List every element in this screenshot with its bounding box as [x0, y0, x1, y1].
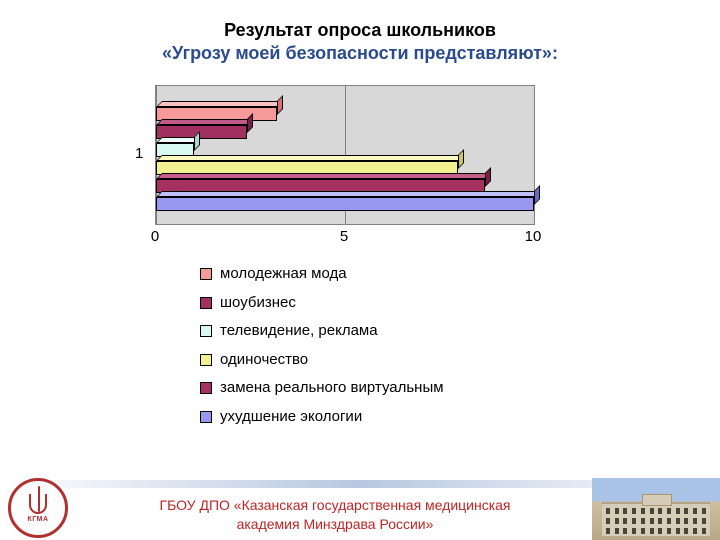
bar-5	[156, 197, 534, 211]
footer-line-1: ГБОУ ДПО «Казанская государственная меди…	[159, 497, 510, 513]
footer-line-2: академия Минздрава России»	[237, 516, 434, 532]
x-tick-label: 0	[151, 228, 159, 245]
legend-swatch	[200, 325, 212, 337]
title-line-1: Результат опроса школьников	[0, 20, 720, 41]
legend-item: шоубизнес	[200, 289, 444, 318]
x-tick-label: 5	[340, 228, 348, 245]
plot-area	[156, 86, 534, 224]
legend-item: одиночество	[200, 346, 444, 375]
legend-label: молодежная мода	[220, 260, 347, 289]
slide: Результат опроса школьников «Угрозу моей…	[0, 0, 720, 540]
legend-swatch	[200, 411, 212, 423]
footer-building-photo	[592, 478, 720, 540]
logo-text: КГМА	[27, 516, 48, 523]
slide-title: Результат опроса школьников «Угрозу моей…	[0, 0, 720, 64]
x-tick-label: 10	[525, 228, 542, 245]
footer-org-name: ГБОУ ДПО «Казанская государственная меди…	[90, 496, 580, 534]
legend-label: замена реального виртуальным	[220, 374, 444, 403]
logo-cup-icon	[29, 494, 47, 514]
legend-label: одиночество	[220, 346, 308, 375]
legend-label: шоубизнес	[220, 289, 296, 318]
chart-legend: молодежная модашоубизнестелевидение, рек…	[200, 260, 444, 431]
bar-chart	[155, 85, 535, 225]
legend-item: ухудшение экологии	[200, 403, 444, 432]
x-axis-ticks: 0510	[155, 228, 535, 248]
title-line-2: «Угрозу моей безопасности представляют»:	[0, 43, 720, 64]
legend-swatch	[200, 268, 212, 280]
legend-swatch	[200, 382, 212, 394]
legend-item: молодежная мода	[200, 260, 444, 289]
legend-swatch	[200, 297, 212, 309]
legend-swatch	[200, 354, 212, 366]
legend-item: телевидение, реклама	[200, 317, 444, 346]
footer: КГМА ГБОУ ДПО «Казанская государственная…	[0, 472, 720, 540]
building-icon	[602, 502, 710, 536]
legend-label: ухудшение экологии	[220, 403, 362, 432]
y-axis-category-label: 1	[135, 145, 143, 162]
org-logo: КГМА	[8, 478, 68, 538]
legend-item: замена реального виртуальным	[200, 374, 444, 403]
legend-label: телевидение, реклама	[220, 317, 378, 346]
